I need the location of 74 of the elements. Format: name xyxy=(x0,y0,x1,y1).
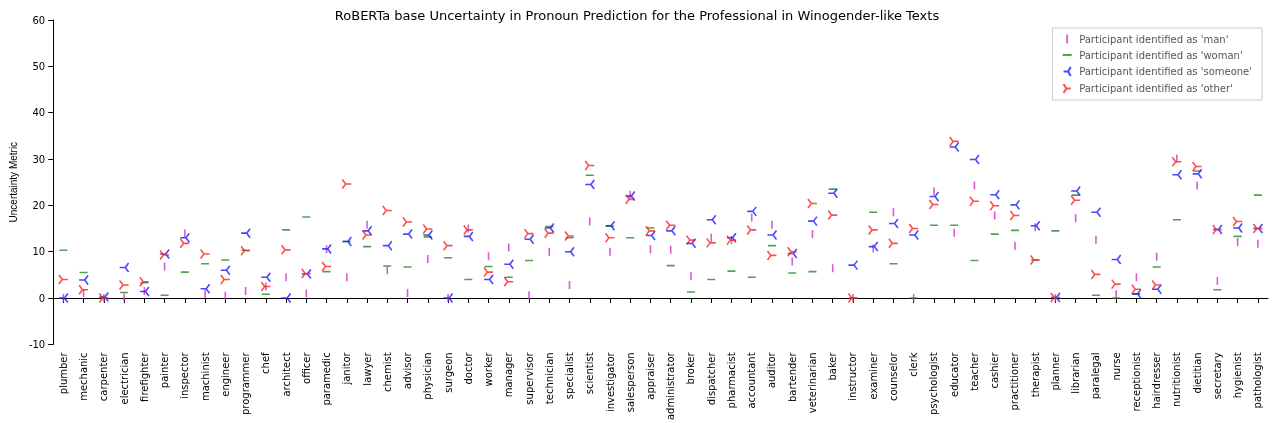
x-tick-label: instructor xyxy=(847,351,859,401)
chart-title: RoBERTa base Uncertainty in Pronoun Prediction for the Professional in Winogender-like Texts xyxy=(334,8,940,23)
x-tick-label: bartender xyxy=(786,351,798,402)
y-axis-title: Uncertainty Metric xyxy=(7,141,19,223)
x-tick-label: practitioner xyxy=(1009,351,1021,411)
x-tick-label: educator xyxy=(948,351,960,397)
x-tick-label: scientist xyxy=(584,352,596,395)
x-tick-label: cashier xyxy=(989,351,1001,389)
x-tick-label: specialist xyxy=(564,352,576,400)
x-tick-label: psychologist xyxy=(928,352,940,415)
x-tick-label: programmer xyxy=(240,351,252,416)
x-tick-label: chef xyxy=(260,351,272,374)
x-tick-label: paralegal xyxy=(1090,352,1102,400)
x-tick-label: machinist xyxy=(199,352,211,402)
x-tick-label: auditor xyxy=(766,351,778,389)
legend-label: Participant identified as 'man' xyxy=(1079,33,1229,45)
y-tick-label: 40 xyxy=(32,107,46,119)
y-tick-label: 30 xyxy=(32,153,46,165)
x-tick-label: carpenter xyxy=(98,351,110,402)
x-tick-label: architect xyxy=(280,352,292,397)
x-tick-label: hairdresser xyxy=(1151,351,1163,409)
y-tick-label: 10 xyxy=(32,246,46,258)
y-tick-label: -10 xyxy=(28,338,46,350)
x-tick-label: therapist xyxy=(1029,352,1041,398)
x-tick-label: advisor xyxy=(402,351,414,389)
x-tick-label: mechanic xyxy=(78,352,90,401)
x-tick-label: physician xyxy=(422,352,434,400)
x-tick-label: pathologist xyxy=(1252,352,1264,409)
x-tick-label: broker xyxy=(685,351,697,385)
y-tick-label: 0 xyxy=(38,292,46,304)
x-tick-label: inspector xyxy=(179,351,191,399)
x-tick-label: secretary xyxy=(1211,352,1223,400)
legend-label: Participant identified as 'someone' xyxy=(1079,66,1253,77)
y-tick-label: 50 xyxy=(32,60,46,72)
x-tick-label: worker xyxy=(483,351,495,387)
legend-label: Participant identified as 'woman' xyxy=(1079,49,1243,61)
x-tick-label: counselor xyxy=(887,351,899,402)
y-tick-label: 20 xyxy=(32,199,46,211)
x-tick-label: librarian xyxy=(1070,352,1082,394)
x-tick-label: planner xyxy=(1049,351,1061,391)
x-tick-label: teacher xyxy=(968,351,980,391)
x-tick-label: nutritionist xyxy=(1171,352,1183,407)
x-tick-label: paramedic xyxy=(321,352,333,406)
x-tick-label: hygienist xyxy=(1232,352,1244,399)
x-tick-label: engineer xyxy=(219,351,231,397)
x-tick-label: technician xyxy=(543,352,555,405)
x-tick-label: officer xyxy=(300,351,312,384)
x-tick-label: veterinarian xyxy=(806,352,818,414)
x-tick-label: janitor xyxy=(341,351,353,386)
x-tick-label: salesperson xyxy=(624,352,636,413)
x-tick-label: investigator xyxy=(604,351,616,413)
x-tick-label: dietitian xyxy=(1191,352,1203,394)
x-tick-label: baker xyxy=(827,351,839,381)
x-tick-label: plumber xyxy=(57,351,69,395)
x-tick-label: accountant xyxy=(746,352,758,409)
x-tick-label: chemist xyxy=(381,352,393,393)
y-tick-label: 60 xyxy=(32,14,46,26)
x-tick-label: nurse xyxy=(1110,352,1122,381)
x-tick-label: pharmacist xyxy=(725,352,737,409)
x-tick-label: examiner xyxy=(867,351,879,400)
x-tick-label: firefighter xyxy=(138,351,150,402)
legend-label: Participant identified as 'other' xyxy=(1079,83,1233,94)
x-tick-label: doctor xyxy=(462,351,474,385)
x-tick-label: electrician xyxy=(118,352,130,405)
x-tick-label: dispatcher xyxy=(705,351,717,406)
x-tick-label: appraiser xyxy=(644,351,656,400)
x-tick-label: lawyer xyxy=(361,351,373,386)
x-tick-label: painter xyxy=(159,351,171,389)
x-tick-label: supervisor xyxy=(523,351,535,405)
x-tick-label: administrator xyxy=(665,351,677,421)
x-tick-label: surgeon xyxy=(442,352,454,393)
x-tick-label: manager xyxy=(503,351,515,398)
x-tick-label: clerk xyxy=(908,352,920,377)
x-tick-label: receptionist xyxy=(1130,352,1142,412)
